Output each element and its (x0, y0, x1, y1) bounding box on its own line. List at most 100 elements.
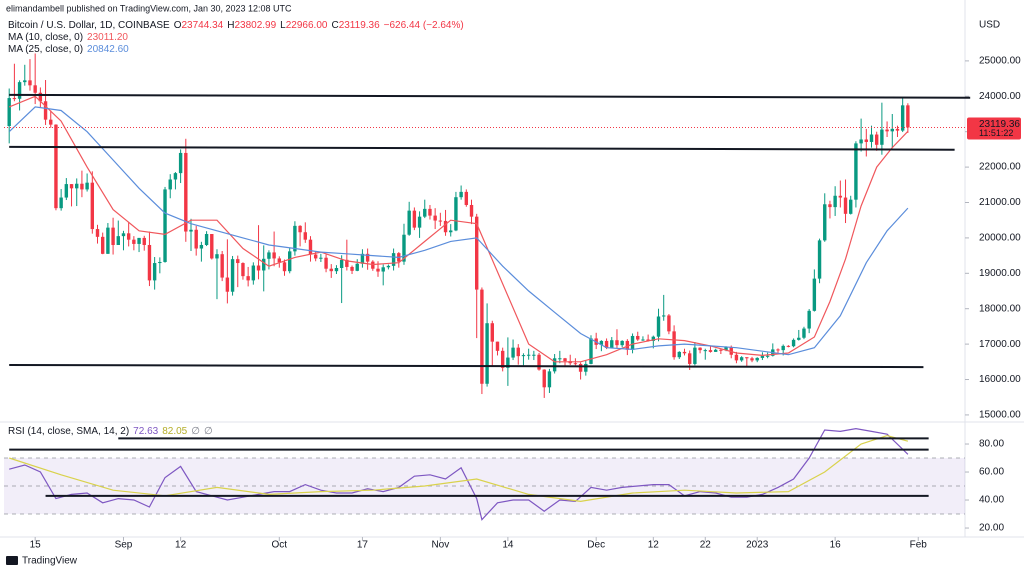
candle-body (687, 353, 692, 364)
candle-body (194, 229, 198, 249)
candle-body (293, 225, 297, 252)
candle-body (604, 340, 609, 349)
x-tick-label: 22 (700, 540, 712, 551)
candle-body (137, 237, 141, 244)
x-tick-label: 16 (830, 540, 842, 551)
legend-name: RSI (14, close, SMA, 14, 2) (8, 426, 129, 437)
candle-body (85, 182, 89, 190)
candle-body (7, 98, 11, 127)
candle-body (864, 139, 869, 142)
candle-body (345, 259, 349, 267)
candle-body (900, 105, 905, 131)
candle-body (802, 328, 806, 338)
ohlc-label: H (227, 20, 234, 31)
candle-body (339, 259, 344, 268)
candle-body (184, 152, 188, 232)
legend-value: ∅ (191, 426, 200, 437)
x-tick-label: Oct (272, 540, 288, 551)
last-price-label: 23119.36 (979, 119, 1020, 130)
candle-body (158, 261, 162, 264)
candle-body (168, 179, 172, 190)
trend-line (9, 145, 955, 151)
candle-body (173, 173, 178, 180)
candle-body (116, 236, 120, 245)
candle-body (490, 323, 494, 342)
candle-body (506, 357, 510, 368)
candle-body (521, 355, 526, 357)
candle-body (880, 129, 884, 145)
candle-body (433, 215, 437, 221)
candle-body (500, 350, 505, 368)
candle-body (874, 134, 879, 145)
candle-body (459, 191, 463, 198)
candle-body (511, 347, 515, 358)
candle-body (178, 152, 183, 174)
candle-body (610, 340, 614, 349)
candle-body (152, 263, 157, 281)
ohlc-label: O (174, 20, 182, 31)
candle-body (651, 336, 656, 341)
y-tick-label: 25000.00 (979, 56, 1021, 67)
legend-value: 20842.60 (87, 44, 129, 55)
candle-body (210, 234, 214, 259)
candle-body (277, 258, 282, 263)
status-line: Bitcoin / U.S. Dollar, 1D, COINBASE O2374… (8, 20, 464, 31)
candle-body (599, 340, 604, 345)
candle-body (475, 216, 479, 290)
candle-body (693, 347, 697, 364)
x-tick-label: 12 (175, 540, 187, 551)
candle-body (308, 239, 313, 255)
moving-average (8, 106, 909, 356)
y-tick-label: 24000.00 (979, 91, 1021, 102)
candle-body (334, 267, 339, 272)
candle-body (412, 210, 417, 228)
candle-body (100, 236, 105, 254)
candle-body (776, 349, 780, 351)
candle-body (43, 101, 48, 120)
candle-body (147, 244, 152, 281)
candle-body (589, 338, 593, 364)
candle-body (272, 252, 276, 259)
candle-body (350, 266, 354, 271)
candle-body (781, 345, 785, 351)
legend-value: 82.05 (162, 426, 187, 437)
footer-logo: TradingView (6, 556, 78, 567)
candle-body (755, 357, 759, 361)
candle-body (126, 233, 131, 240)
candle-body (75, 183, 79, 189)
candle-body (236, 259, 240, 264)
y-tick-label: 80.00 (979, 439, 1004, 450)
candle-body (49, 119, 53, 125)
candle-body (38, 92, 43, 102)
x-tick-label: Feb (910, 540, 928, 551)
candle-body (480, 289, 484, 384)
candle-body (703, 350, 707, 352)
candle-body (646, 339, 650, 341)
candle-body (23, 80, 27, 83)
candle-body (750, 358, 754, 361)
candle-body (371, 261, 375, 269)
legend-value: 23011.20 (87, 32, 128, 43)
countdown: 11:51:22 (979, 128, 1013, 138)
candle-body (869, 134, 874, 142)
candle-body (791, 339, 796, 347)
candle-body (615, 340, 619, 346)
candle-body (376, 268, 380, 272)
ohlc-value: 22966.00 (286, 20, 328, 31)
candle-body (241, 263, 245, 277)
candle-body (838, 195, 843, 198)
candle-body (215, 254, 219, 259)
published-note: elimandambell published on TradingView.c… (6, 3, 292, 13)
rsi-line (9, 434, 909, 503)
candle-body (90, 182, 95, 230)
x-tick-label: Nov (431, 540, 449, 551)
change-value: −626.44 (−2.64%) (384, 20, 464, 31)
candle-body (656, 316, 661, 337)
ohlc-value: 23744.34 (182, 20, 224, 31)
candle-body (760, 355, 765, 358)
candle-body (324, 257, 328, 269)
candle-body (220, 254, 224, 278)
candle-body (262, 258, 266, 271)
candle-body (859, 139, 863, 144)
